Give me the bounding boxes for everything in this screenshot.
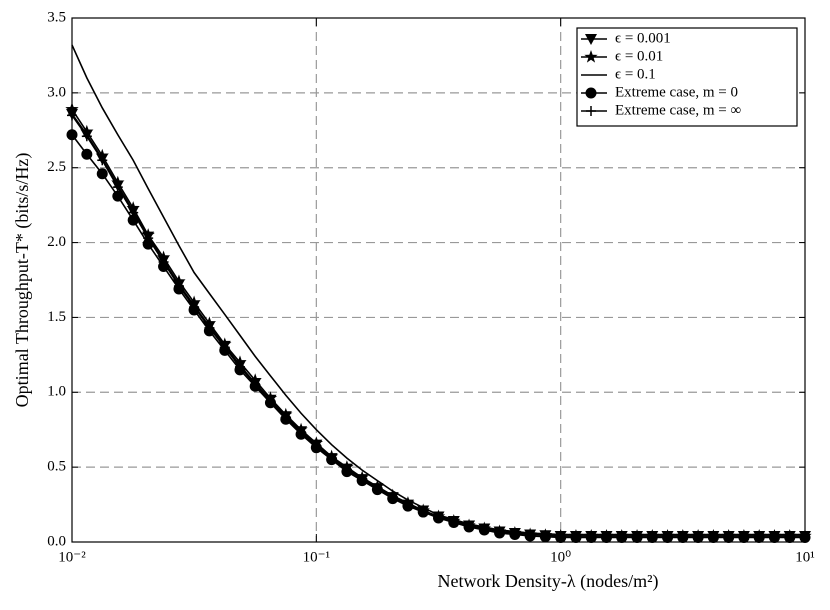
marker-star [554, 529, 568, 542]
marker-star [462, 518, 476, 532]
marker-star [202, 316, 217, 330]
marker-star [416, 503, 430, 517]
marker-star [309, 436, 323, 449]
marker-star [172, 274, 186, 288]
y-tick-label: 1.5 [47, 309, 66, 325]
series-line [71, 113, 805, 537]
x-tick-label: 10⁻² [58, 549, 86, 565]
marker-star [676, 529, 690, 542]
marker-star [126, 201, 140, 214]
plot-frame [71, 17, 806, 543]
marker-star [294, 422, 308, 436]
marker-triangle [80, 129, 93, 141]
marker-triangle [172, 279, 185, 291]
marker-triangle [157, 255, 170, 267]
marker-triangle [203, 321, 216, 333]
marker-star [401, 496, 415, 509]
legend-label: ϵ = 0.01 [615, 48, 663, 64]
series-line [71, 134, 805, 539]
y-tick-label: 2.5 [47, 159, 66, 175]
marker-star [752, 529, 766, 542]
marker-star [95, 148, 109, 162]
marker-star [263, 391, 278, 404]
marker-star [248, 373, 262, 386]
marker-triangle [111, 180, 124, 192]
x-tick-label: 10⁰ [550, 549, 571, 565]
marker-circle [96, 168, 108, 180]
legend-label: Extreme case, m = ∞ [615, 102, 741, 118]
marker-star [691, 529, 705, 542]
marker-star [630, 529, 644, 542]
marker-star [80, 124, 94, 138]
y-axis-label: Optimal Throughput-T* (bits/s/Hz) [12, 153, 33, 408]
marker-triangle [585, 34, 597, 45]
y-tick-label: 3.5 [47, 9, 66, 25]
marker-star [279, 407, 293, 421]
marker-circle [112, 190, 124, 202]
marker-star [386, 488, 400, 502]
x-axis-label: Network Density-λ (nodes/m²) [437, 571, 658, 592]
marker-star [569, 529, 583, 542]
marker-star [706, 529, 721, 542]
marker-star [370, 479, 385, 493]
marker-star [340, 460, 354, 473]
marker-circle [66, 129, 78, 141]
series-line [71, 108, 805, 537]
marker-star [798, 529, 812, 542]
y-tick-label: 0.5 [47, 459, 66, 475]
marker-star [324, 449, 339, 463]
marker-star [218, 337, 232, 351]
marker-triangle [188, 300, 201, 312]
marker-star [65, 102, 79, 115]
marker-star [508, 526, 522, 539]
marker-star [660, 529, 675, 542]
marker-star [645, 529, 659, 542]
marker-star [477, 521, 491, 535]
y-tick-label: 1.0 [47, 384, 66, 400]
series-line [71, 44, 805, 536]
legend-label: Extreme case, m = 0 [615, 84, 738, 100]
marker-star [584, 529, 598, 542]
marker-star [523, 527, 537, 541]
marker-star [584, 50, 598, 63]
marker-star [538, 528, 553, 541]
marker-star [187, 295, 201, 309]
y-tick-label: 3.0 [47, 84, 66, 100]
x-tick-label: 10⁻¹ [303, 549, 330, 565]
legend-box [576, 27, 798, 127]
y-tick-label: 2.0 [47, 234, 66, 250]
marker-triangle [127, 206, 140, 218]
y-tick-label: 0.0 [47, 533, 66, 549]
marker-star [767, 529, 782, 542]
legend-label: ϵ = 0.1 [615, 66, 656, 82]
marker-star [355, 470, 369, 484]
marker-star [141, 228, 155, 241]
marker-star [615, 529, 629, 542]
marker-star [599, 529, 614, 542]
series-line [71, 114, 805, 537]
marker-star [111, 175, 125, 189]
marker-circle [585, 87, 597, 99]
marker-triangle [96, 153, 109, 165]
marker-star [156, 250, 171, 264]
marker-circle [81, 148, 93, 160]
x-tick-label: 10¹ [795, 549, 815, 565]
marker-star [492, 524, 507, 538]
marker-star [737, 529, 751, 542]
marker-triangle [233, 360, 246, 372]
marker-triangle [249, 378, 262, 390]
marker-plus [586, 106, 596, 116]
marker-star [722, 529, 736, 542]
legend-label: ϵ = 0.001 [615, 30, 671, 46]
marker-star [233, 355, 247, 369]
marker-star [783, 529, 797, 542]
